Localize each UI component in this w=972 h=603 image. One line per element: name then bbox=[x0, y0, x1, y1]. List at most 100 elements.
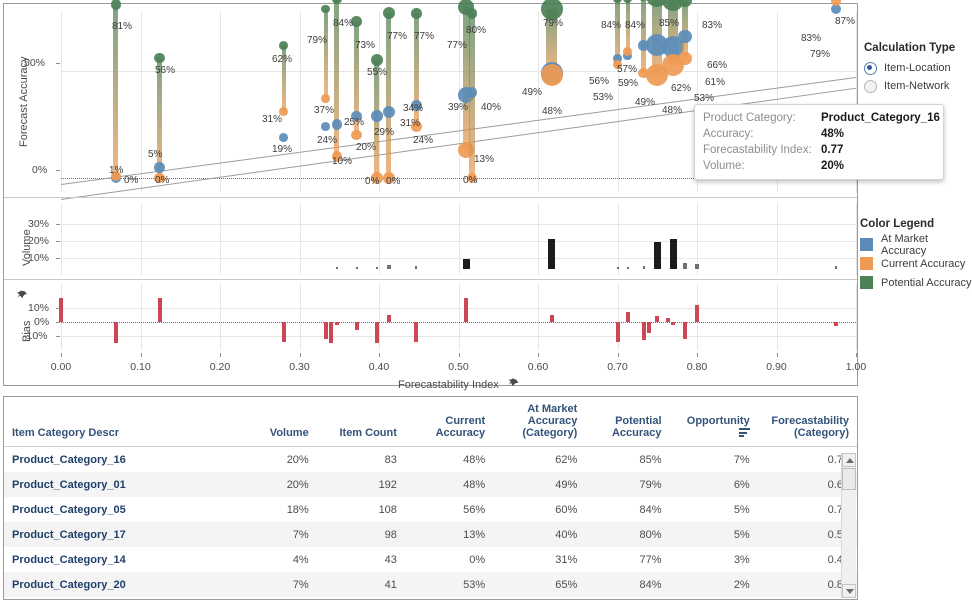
scatter-point-potential[interactable] bbox=[466, 7, 478, 19]
scatter-stem[interactable] bbox=[157, 58, 163, 178]
scatter-point-current[interactable] bbox=[623, 47, 633, 57]
volume-bar[interactable] bbox=[355, 267, 358, 269]
scatter-stem[interactable] bbox=[281, 45, 286, 112]
scatter-point-market[interactable] bbox=[154, 161, 165, 173]
scatter-point-market[interactable] bbox=[830, 3, 842, 15]
table-header-item-category-descr[interactable]: Item Category Descr bbox=[4, 397, 237, 447]
radio-icon-selected[interactable] bbox=[864, 61, 877, 75]
table-header-potential-accuracy[interactable]: Potential Accuracy bbox=[585, 397, 670, 447]
volume-bar[interactable] bbox=[695, 263, 699, 269]
volume-bar[interactable] bbox=[616, 267, 619, 269]
bias-bar[interactable] bbox=[354, 322, 359, 331]
scatter-point-potential[interactable] bbox=[382, 7, 395, 20]
table-scrollbar[interactable] bbox=[841, 453, 856, 598]
scatter-point-market[interactable] bbox=[662, 36, 685, 59]
volume-bar-plot[interactable] bbox=[61, 203, 857, 275]
table-header-volume[interactable]: Volume bbox=[236, 397, 317, 447]
bias-bar[interactable] bbox=[625, 312, 630, 322]
volume-bar[interactable] bbox=[626, 267, 629, 269]
scatter-point-current[interactable] bbox=[638, 67, 650, 79]
bias-bar[interactable] bbox=[549, 315, 554, 322]
bias-bar[interactable] bbox=[329, 322, 334, 343]
bias-bar[interactable] bbox=[683, 322, 688, 339]
legend-item-current-accuracy[interactable]: Current Accuracy bbox=[860, 254, 972, 273]
scatter-stem[interactable] bbox=[113, 4, 119, 176]
scatter-point-potential[interactable] bbox=[279, 40, 288, 50]
scatter-point-potential[interactable] bbox=[623, 0, 633, 3]
bias-bar[interactable] bbox=[671, 322, 676, 325]
table-row[interactable]: Product_Category_01 20% 192 48% 49% 79% 6% 0.62 bbox=[4, 472, 857, 497]
scatter-stem[interactable] bbox=[625, 0, 630, 52]
volume-bar[interactable] bbox=[462, 258, 470, 269]
scatter-point-market[interactable] bbox=[331, 119, 343, 130]
scatter-point-potential[interactable] bbox=[370, 54, 383, 67]
table-header-forecastability-category[interactable]: Forecastability (Category) bbox=[757, 397, 857, 447]
scatter-point-market[interactable] bbox=[279, 132, 288, 142]
scatter-point-potential[interactable] bbox=[154, 52, 165, 64]
scatter-point-current[interactable] bbox=[351, 129, 363, 141]
scatter-point-market[interactable] bbox=[613, 53, 622, 63]
volume-bar[interactable] bbox=[548, 239, 555, 269]
volume-bar[interactable] bbox=[653, 242, 661, 269]
scrollbar-thumb[interactable] bbox=[842, 468, 856, 490]
forecast-accuracy-scatter-plot[interactable]: 81% 1% 0% 56% 5% 0% 62% 31% 19% 79% 37% 24% 84% 25% 10… bbox=[60, 0, 857, 201]
bias-bar[interactable] bbox=[334, 322, 339, 325]
scatter-point-market[interactable] bbox=[623, 51, 633, 61]
bias-bar[interactable] bbox=[695, 305, 699, 322]
scatter-stem[interactable] bbox=[354, 21, 360, 136]
table-header-item-count[interactable]: Item Count bbox=[316, 397, 405, 447]
table-row[interactable]: Product_Category_05 18% 108 56% 60% 84% 5% 0.75 bbox=[4, 497, 857, 522]
bias-bar[interactable] bbox=[414, 322, 419, 342]
table-row[interactable]: Product_Category_132%60%29%55%1%0.40 bbox=[4, 597, 857, 599]
scroll-up-button[interactable] bbox=[842, 453, 856, 467]
scatter-stem[interactable] bbox=[323, 8, 328, 99]
bias-bar[interactable] bbox=[641, 322, 646, 341]
volume-bar[interactable] bbox=[335, 267, 338, 269]
scatter-point-potential[interactable] bbox=[321, 4, 331, 14]
pin-icon-bias[interactable] bbox=[16, 289, 28, 301]
bias-bar[interactable] bbox=[665, 317, 670, 322]
scatter-stem[interactable] bbox=[641, 0, 647, 74]
sort-descending-icon[interactable] bbox=[738, 428, 750, 437]
scatter-point-current[interactable] bbox=[830, 0, 842, 6]
pin-icon-x-axis[interactable] bbox=[507, 378, 519, 390]
bias-bar-plot[interactable] bbox=[59, 284, 857, 350]
volume-bar[interactable] bbox=[683, 263, 688, 269]
scatter-point-current[interactable] bbox=[321, 94, 331, 104]
scatter-stem[interactable] bbox=[667, 0, 679, 65]
scatter-stem[interactable] bbox=[681, 0, 689, 59]
scatter-point-market[interactable] bbox=[411, 99, 422, 111]
bias-bar[interactable] bbox=[374, 322, 379, 343]
radio-icon-unselected[interactable] bbox=[864, 79, 877, 93]
table-row[interactable]: Product_Category_14 4% 43 0% 31% 77% 3% 0.41 bbox=[4, 547, 857, 572]
scatter-point-current[interactable] bbox=[110, 170, 122, 182]
bias-bar[interactable] bbox=[464, 298, 469, 322]
scatter-point-current[interactable] bbox=[154, 172, 165, 184]
scatter-point-potential[interactable] bbox=[411, 7, 422, 19]
legend-item-at-market-accuracy[interactable]: At Market Accuracy bbox=[860, 233, 972, 257]
radio-item-network[interactable]: Item-Network bbox=[864, 77, 970, 95]
scatter-point-current[interactable] bbox=[331, 151, 343, 162]
bias-bar[interactable] bbox=[113, 322, 118, 343]
scatter-stem[interactable] bbox=[615, 0, 620, 65]
scatter-point-current[interactable] bbox=[678, 51, 692, 65]
bias-bar[interactable] bbox=[386, 315, 391, 322]
category-detail-table-panel[interactable]: Item Category Descr Volume Item Count Curre… bbox=[3, 396, 858, 600]
scatter-point-current[interactable] bbox=[382, 171, 395, 184]
scatter-point-potential[interactable] bbox=[678, 0, 692, 7]
table-header-opportunity[interactable]: Opportunity bbox=[669, 397, 758, 447]
volume-bar[interactable] bbox=[415, 266, 418, 269]
volume-bar[interactable] bbox=[386, 264, 391, 269]
volume-bar[interactable] bbox=[669, 239, 677, 269]
table-row[interactable]: Product_Category_16 20% 83 48% 62% 85% 7% 0.77 bbox=[4, 447, 857, 473]
table-header-current-accuracy[interactable]: Current Accuracy bbox=[404, 397, 494, 447]
scatter-stem[interactable] bbox=[462, 6, 471, 151]
scatter-point-current[interactable] bbox=[370, 171, 383, 184]
bias-bar[interactable] bbox=[647, 322, 652, 334]
scatter-point-market[interactable] bbox=[370, 109, 383, 122]
scatter-point-potential[interactable] bbox=[662, 0, 685, 12]
scatter-point-current[interactable] bbox=[540, 64, 563, 87]
volume-bar[interactable] bbox=[835, 266, 838, 269]
table-row[interactable]: Product_Category_17 7% 98 13% 40% 80% 5% 0.51 bbox=[4, 522, 857, 547]
scatter-point-potential[interactable] bbox=[613, 0, 622, 3]
